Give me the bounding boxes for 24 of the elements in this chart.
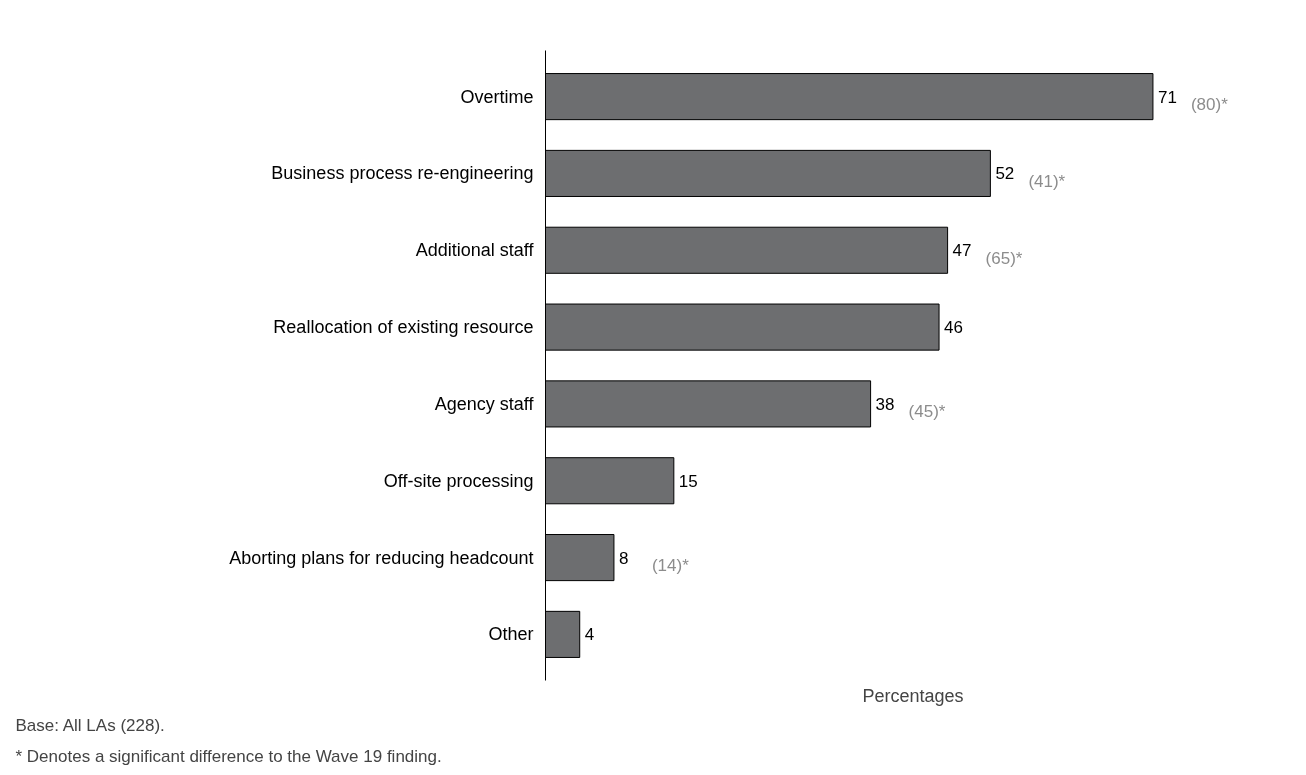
y-tick-label: Agency staff [434,393,535,414]
y-tick-label: Business process re-engineering [271,163,534,184]
x-axis-title: Percentages [862,685,964,706]
text: * Denotes a significant difference to the Wave 19 finding. [15,746,442,766]
annotation: (14)* [651,556,690,576]
annotation: (45)* [908,402,946,422]
y-tick-label: Aborting plans for reducing headcount [229,547,534,568]
data-label: 71 [1157,87,1177,107]
y-tick-label: Overtime [460,86,534,107]
data-label: 8 [618,548,629,568]
y-tick-label: Reallocation of existing resource [273,317,534,338]
data-label: 38 [875,394,895,414]
annotation: (80)* [1190,95,1229,115]
y-tick-label: Additional staff [415,240,535,261]
y-tick-label: Off-site processing [383,470,534,491]
data-label: 15 [678,471,698,491]
annotation: (41)* [1028,171,1066,191]
annotation: (65)* [985,248,1023,268]
data-label: 4 [584,625,595,645]
text: Base: All LAs (228). [15,715,165,735]
y-tick-label: Other [488,624,534,645]
data-label: 52 [995,164,1015,184]
data-label: 46 [944,318,963,338]
data-label: 47 [952,241,972,261]
